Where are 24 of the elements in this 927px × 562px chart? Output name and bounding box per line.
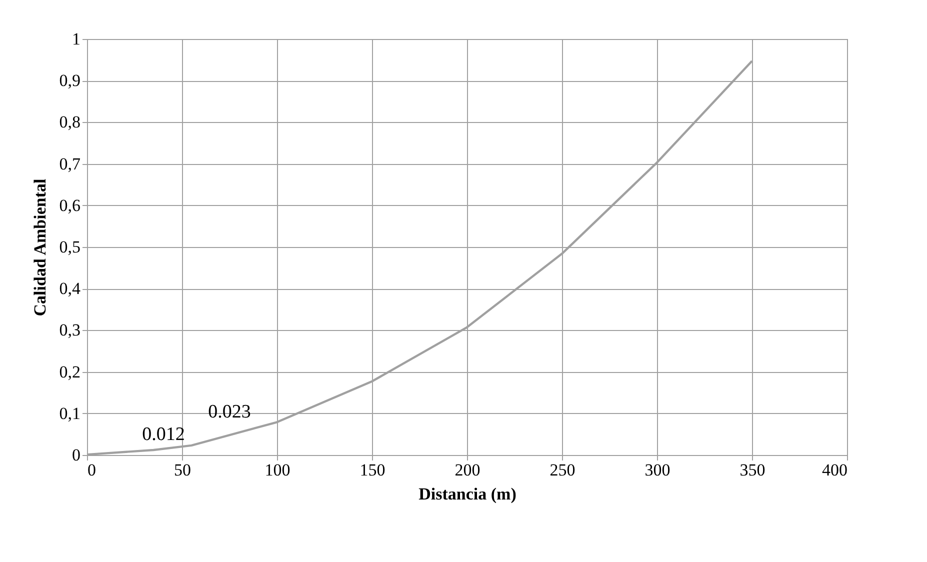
- x-tick-label: 50: [174, 460, 191, 480]
- y-tick-label: 1: [72, 30, 80, 48]
- y-tick-label: 0,6: [59, 196, 80, 215]
- x-tick-label: 200: [454, 460, 480, 480]
- x-axis-title: Distancia (m): [418, 484, 516, 504]
- y-tick-label: 0,2: [59, 362, 80, 382]
- annotation: 0.023: [208, 401, 251, 422]
- x-tick-label: 250: [550, 460, 576, 480]
- x-tick-label: 350: [740, 460, 766, 480]
- y-tick-label: 0: [72, 446, 80, 464]
- y-tick-label: 0,8: [59, 112, 80, 132]
- y-tick-label: 0,1: [59, 404, 80, 423]
- y-axis-title: Calidad Ambiental: [30, 178, 50, 316]
- x-tick-label: 100: [264, 460, 290, 480]
- x-tick-label: 150: [360, 460, 386, 480]
- y-tick-label: 0,3: [59, 320, 80, 340]
- y-tick-label: 0,5: [59, 238, 80, 256]
- y-tick-label: 0,7: [59, 154, 81, 174]
- y-tick-label: 0,9: [59, 71, 80, 90]
- x-tick-label: 0: [88, 460, 96, 480]
- x-tick-label: 400: [822, 460, 848, 480]
- x-tick-label: 300: [644, 460, 670, 480]
- y-tick-label: 0,4: [59, 279, 81, 298]
- annotation: 0.012: [142, 424, 185, 446]
